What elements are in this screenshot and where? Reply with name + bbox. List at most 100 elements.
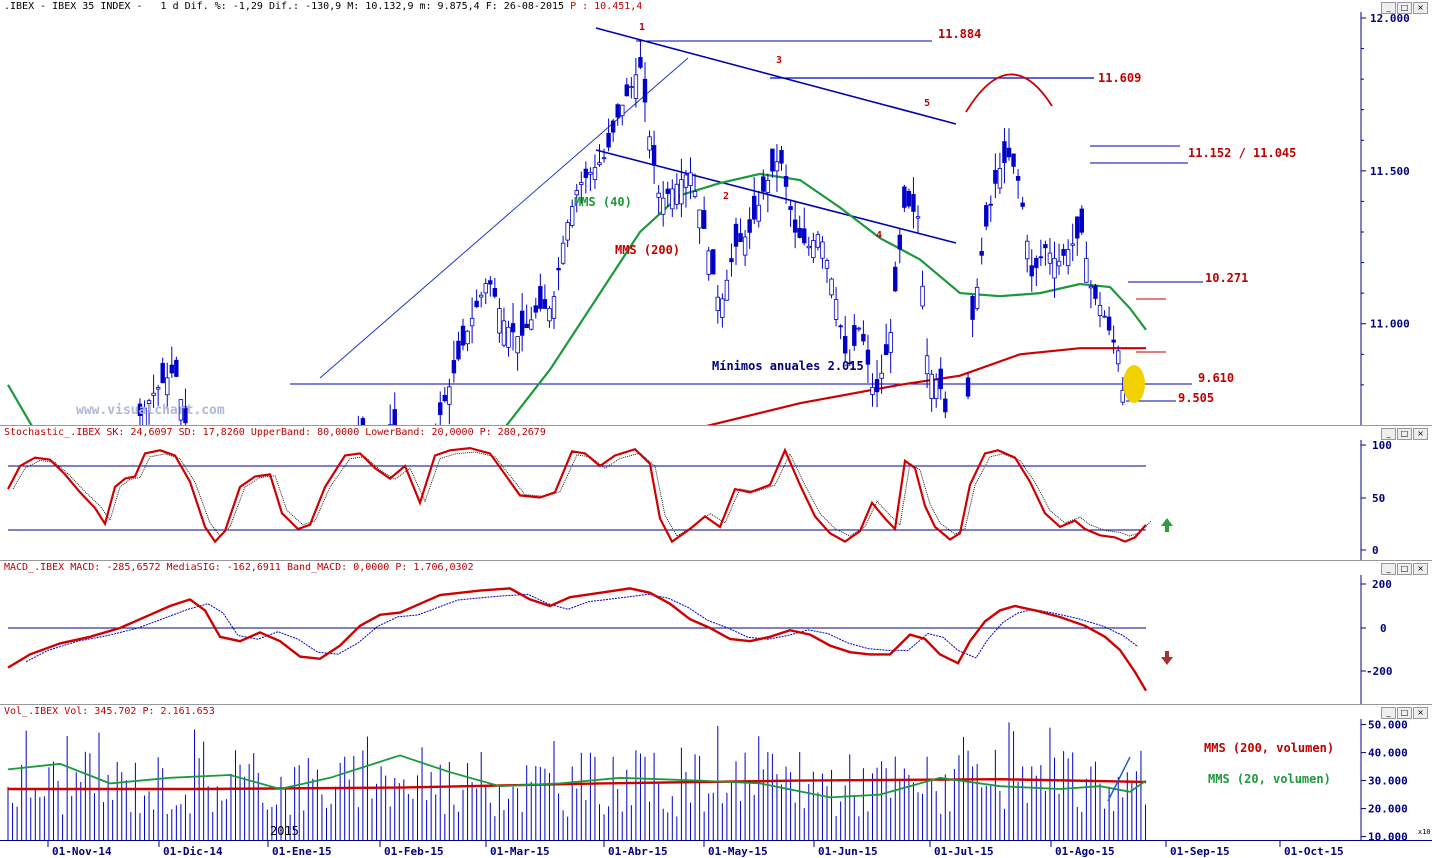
candle-body <box>489 281 493 284</box>
candle-body <box>1044 244 1048 247</box>
candle-body <box>816 235 820 248</box>
candle-body <box>693 191 697 196</box>
volume-trend-line <box>1108 757 1130 801</box>
candle-body <box>1039 257 1043 258</box>
candle-body <box>716 297 720 310</box>
macd-chart[interactable]: 200 0 -200 <box>0 561 1432 704</box>
candle-body <box>1012 154 1016 166</box>
candle-body <box>666 189 670 193</box>
wave-label-3: 3 <box>776 55 782 66</box>
candle-body <box>707 251 711 275</box>
candle-body <box>1071 244 1075 245</box>
stochastic-chart[interactable]: 100 50 0 <box>0 426 1432 560</box>
candle-body <box>543 300 547 309</box>
candle-body <box>802 229 806 243</box>
candle-body <box>893 267 897 291</box>
candle-body <box>1048 253 1052 263</box>
label-vol-mms20: MMS (20, volumen) <box>1208 772 1331 786</box>
candle-body <box>793 220 797 232</box>
candle-body <box>570 207 574 226</box>
wave-label-1: 1 <box>639 22 645 33</box>
candle-body <box>529 320 533 329</box>
year-label: 2015 <box>270 824 299 838</box>
candle-body <box>611 121 615 132</box>
candle-body <box>907 191 911 206</box>
candle-body <box>461 326 465 345</box>
candle-body <box>903 187 907 207</box>
label-vol-mms200: MMS (200, volumen) <box>1204 741 1334 755</box>
candle-body <box>457 341 461 359</box>
label-minimos: Mínimos anuales 2.015 <box>712 359 864 373</box>
stoch-tick-50: 50 <box>1372 492 1385 505</box>
x-axis-label: 01-May-15 <box>708 845 768 858</box>
candle-body <box>443 395 447 400</box>
candle-body <box>871 387 875 394</box>
candle-body <box>548 308 552 320</box>
candle-body <box>520 311 524 335</box>
stoch-tick-0: 0 <box>1372 544 1379 557</box>
candle-body <box>775 162 779 171</box>
x-axis-label: 01-Jul-15 <box>934 845 994 858</box>
candle-body <box>448 387 452 405</box>
candle-body <box>1089 286 1093 287</box>
candle-body <box>789 207 793 210</box>
candle-body <box>898 235 902 249</box>
candle-body <box>912 194 916 211</box>
candle-body <box>1066 250 1070 266</box>
label-11609: 11.609 <box>1098 71 1141 85</box>
candle-body <box>916 217 920 218</box>
candle-body <box>839 326 843 327</box>
candle-body <box>843 336 847 353</box>
candle-body <box>1035 258 1039 267</box>
candle-body <box>702 210 706 228</box>
candle-body <box>161 363 165 382</box>
candle-body <box>743 237 747 255</box>
up-arrow-icon <box>1161 518 1173 532</box>
candle-body <box>739 234 743 242</box>
candle-body <box>821 242 825 258</box>
candle-body <box>757 205 761 221</box>
candle-body <box>620 105 624 116</box>
candle-body <box>534 306 538 312</box>
candle-body <box>589 173 593 175</box>
candle-body <box>452 361 456 373</box>
candle-body <box>502 321 506 345</box>
stoch-tick-100: 100 <box>1372 439 1392 452</box>
candle-body <box>470 318 474 325</box>
candle-body <box>1085 259 1089 283</box>
candle-body <box>661 198 665 214</box>
candle-body <box>1021 203 1025 206</box>
candle-body <box>1025 241 1029 259</box>
candle-body <box>1053 258 1057 278</box>
candle-body <box>944 399 948 412</box>
candle-body <box>784 176 788 186</box>
candle-body <box>998 168 1002 188</box>
candle-body <box>475 301 479 307</box>
candle-body <box>630 87 634 88</box>
candle-body <box>1080 209 1084 232</box>
candle-body <box>498 309 502 333</box>
candle-body <box>648 137 652 150</box>
candle-body <box>616 105 620 118</box>
x-axis-label: 01-Jun-15 <box>818 845 878 858</box>
wave-label-4: 4 <box>876 230 882 241</box>
candle-body <box>1103 316 1107 317</box>
label-9610: 9.610 <box>1198 371 1234 385</box>
volume-panel: Vol_.IBEX Vol: 345.702 P: 2.161.653 _ □ … <box>0 704 1432 841</box>
candle-body <box>657 193 661 197</box>
candle-body <box>807 246 811 248</box>
candle-body <box>971 296 975 319</box>
x-axis-label: 01-Mar-15 <box>490 845 550 858</box>
x-axis-label: 01-Sep-15 <box>1170 845 1230 858</box>
candle-body <box>921 286 925 306</box>
price-tick-label: 11.500 <box>1370 165 1410 178</box>
volume-tick-label: 50.000 <box>1368 719 1408 732</box>
candle-body <box>552 297 556 319</box>
candle-body <box>580 183 584 185</box>
price-panel: .IBEX - IBEX 35 INDEX - 1 d Dif. %: -1,2… <box>0 0 1432 425</box>
candle-body <box>980 251 984 255</box>
volume-tick-label: 30.000 <box>1368 775 1408 788</box>
candle-body <box>752 196 756 219</box>
